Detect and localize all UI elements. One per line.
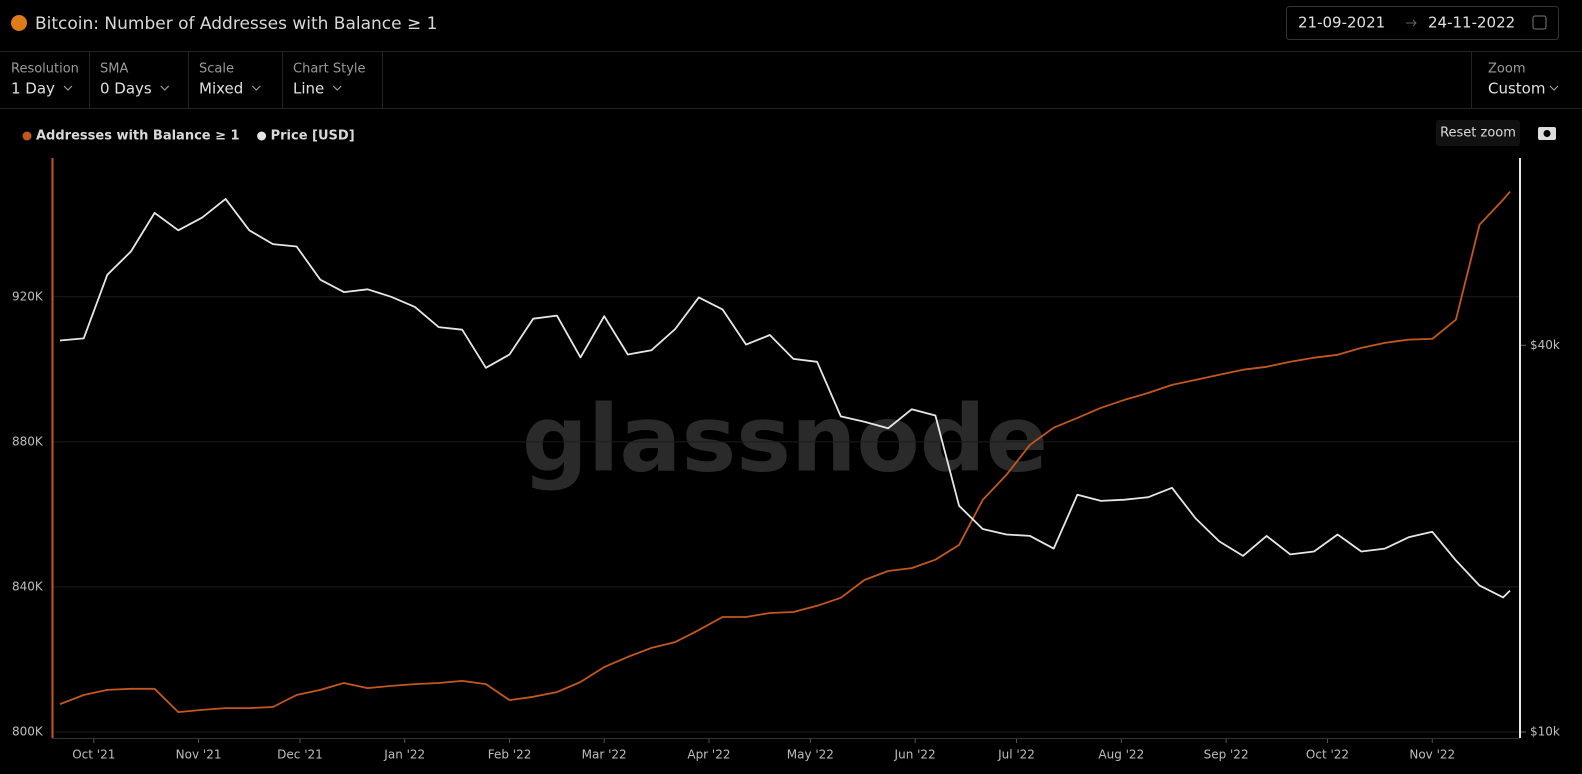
x-tick-label: Sep '22 (1204, 748, 1249, 762)
x-tick-label: Jul '22 (997, 748, 1035, 762)
x-tick-label: Apr '22 (687, 748, 730, 762)
chevron (251, 85, 261, 91)
date-from[interactable]: 21-09-2021 (1298, 14, 1385, 32)
legend-marker (22, 131, 32, 141)
reset-zoom-button[interactable] (1436, 120, 1520, 146)
x-tick-label: Dec '21 (277, 748, 323, 762)
x-tick-label: May '22 (787, 748, 834, 762)
control-label: Chart Style (293, 62, 366, 77)
x-tick-label: Nov '21 (176, 748, 222, 762)
y2-tick-label: $40k (1530, 338, 1560, 352)
control-value[interactable]: Mixed (199, 80, 243, 98)
x-tick-label: Aug '22 (1098, 748, 1144, 762)
series-line (59, 191, 1511, 713)
chevron (1549, 85, 1559, 91)
x-tick-label: Mar '22 (582, 748, 627, 762)
x-tick-label: Feb '22 (488, 748, 532, 762)
x-tick-label: Nov '22 (1409, 748, 1455, 762)
reset-zoom-text[interactable]: Reset zoom (1440, 126, 1516, 141)
y-tick-label: 920K (12, 289, 44, 303)
watermark: glassnode (522, 385, 1048, 492)
x-tick-label: Oct '22 (1306, 748, 1349, 762)
legend-label[interactable]: Addresses with Balance ≥ 1 (36, 129, 240, 144)
y2-tick-label: $10k (1530, 725, 1560, 739)
chevron (160, 85, 170, 91)
bitcoin-icon (11, 15, 27, 31)
series-line (59, 198, 1511, 599)
legend-label[interactable]: Price [USD] (271, 129, 355, 144)
y-tick-label: 880K (12, 434, 44, 448)
page-title: Bitcoin: Number of Addresses with Balanc… (35, 14, 437, 34)
date-range[interactable] (1286, 6, 1559, 40)
x-tick-label: Oct '21 (72, 748, 115, 762)
zoom-value[interactable]: Custom (1488, 80, 1545, 98)
chevron (332, 85, 342, 91)
control-label: SMA (100, 62, 128, 77)
y-tick-label: 840K (12, 579, 44, 593)
control-value[interactable]: Line (293, 80, 324, 98)
calendar-icon[interactable] (1532, 15, 1547, 30)
y-tick-label: 800K (12, 725, 44, 739)
legend-marker (257, 131, 267, 141)
control-label: Scale (199, 62, 234, 77)
date-to[interactable]: 24-11-2022 (1428, 14, 1515, 32)
control-value[interactable]: 0 Days (100, 80, 152, 98)
control-value[interactable]: 1 Day (11, 80, 55, 98)
zoom-label: Zoom (1488, 62, 1525, 77)
arrow-icon (1406, 19, 1417, 27)
camera-lens (1543, 130, 1551, 137)
chevron (63, 85, 73, 91)
x-tick-label: Jun '22 (894, 748, 936, 762)
control-label: Resolution (11, 62, 79, 77)
x-tick-label: Jan '22 (383, 748, 425, 762)
